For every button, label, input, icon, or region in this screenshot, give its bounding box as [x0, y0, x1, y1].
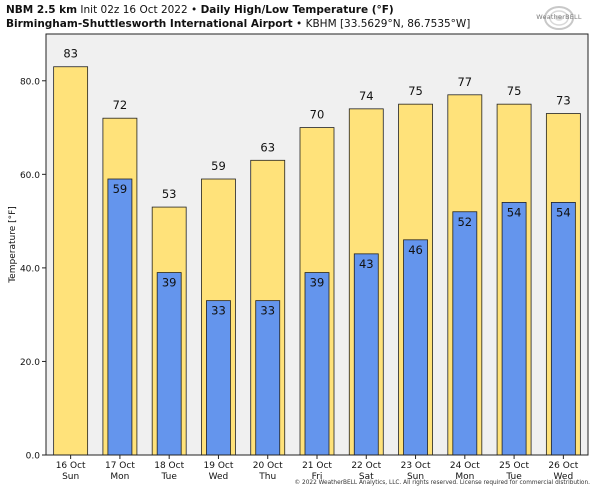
x-tick-label-date: 19 Oct: [204, 461, 234, 471]
x-tick-label-day: Fri: [312, 472, 323, 482]
init-time: Init 02z 16 Oct 2022: [80, 4, 188, 16]
header-line-1: NBM 2.5 km Init 02z 16 Oct 2022 • Daily …: [6, 4, 394, 16]
x-tick-label-day: Wed: [554, 472, 574, 482]
x-tick-label-day: Sun: [62, 472, 79, 482]
x-tick-label-date: 17 Oct: [105, 461, 135, 471]
low-temp-bar: [550, 201, 576, 456]
low-temp-bar: [156, 272, 182, 456]
weatherbell-logo: WeatherBELL: [528, 0, 590, 40]
model-name: NBM 2.5 km: [6, 4, 78, 16]
low-temp-label: 46: [408, 243, 423, 257]
high-temp-label: 63: [260, 140, 275, 154]
header-line-2: Birmingham-Shuttlesworth International A…: [6, 18, 470, 30]
high-temp-label: 77: [457, 75, 472, 89]
x-tick-label-date: 21 Oct: [302, 461, 332, 471]
high-temp-label: 53: [162, 187, 177, 201]
x-tick-label-date: 25 Oct: [499, 461, 529, 471]
header-bullet: •: [191, 4, 198, 16]
x-tick-label-date: 16 Oct: [56, 461, 86, 471]
low-temp-label: 33: [211, 304, 226, 318]
x-tick-label-day: Sat: [359, 472, 374, 482]
low-temp-bar: [501, 201, 527, 456]
high-temp-label: 70: [310, 108, 325, 122]
low-temp-bar: [206, 300, 231, 456]
y-tick-label: 20.0: [20, 358, 40, 368]
high-temp-label: 72: [113, 98, 128, 112]
low-temp-label: 54: [556, 205, 571, 219]
plot-frame: [45, 33, 589, 456]
y-axis-label: Temperature [°F]: [8, 206, 18, 284]
chart-title: Daily High/Low Temperature (°F): [200, 4, 394, 16]
low-temp-label: 54: [507, 205, 522, 219]
low-temp-bar: [255, 300, 281, 456]
x-tick-label-date: 26 Oct: [548, 461, 578, 471]
low-temp-bar: [403, 239, 428, 456]
high-temp-label: 75: [408, 84, 423, 98]
x-tick-label-day: Wed: [209, 472, 229, 482]
y-tick-label: 0.0: [26, 452, 41, 462]
y-tick-label: 40.0: [20, 264, 40, 274]
low-temp-bar: [353, 253, 379, 456]
high-temp-label: 83: [63, 47, 78, 61]
x-tick-label-day: Tue: [505, 472, 522, 482]
high-temp-label: 73: [556, 94, 571, 108]
y-tick-label: 60.0: [20, 171, 40, 181]
low-temp-label: 59: [113, 182, 128, 196]
x-tick-label-day: Thu: [258, 472, 276, 482]
high-temp-label: 75: [507, 84, 522, 98]
high-temp-label: 74: [359, 89, 374, 103]
low-temp-bar: [304, 272, 330, 456]
location-name: Birmingham-Shuttlesworth International A…: [6, 18, 293, 30]
header-bullet: •: [296, 18, 303, 30]
low-temp-bar: [107, 178, 133, 456]
x-tick-label-date: 23 Oct: [401, 461, 431, 471]
low-temp-label: 33: [260, 304, 275, 318]
y-tick-label: 80.0: [20, 77, 40, 87]
low-temp-label: 43: [359, 257, 374, 271]
copyright-notice: © 2022 WeatherBELL Analytics, LLC. All r…: [294, 480, 590, 486]
low-temp-label: 52: [457, 215, 472, 229]
high-temp-bar: [53, 66, 89, 456]
x-tick-label-date: 18 Oct: [154, 461, 184, 471]
x-tick-label-date: 22 Oct: [351, 461, 381, 471]
low-temp-label: 39: [162, 276, 177, 290]
logo-text: WeatherBELL: [536, 13, 582, 21]
x-tick-label-day: Sun: [407, 472, 424, 482]
high-temp-label: 59: [211, 159, 226, 173]
x-tick-label-day: Mon: [110, 472, 129, 482]
low-temp-bar: [452, 211, 478, 456]
low-temp-label: 39: [310, 276, 325, 290]
logo-swirl-icon: [544, 6, 574, 30]
x-tick-label-day: Mon: [455, 472, 474, 482]
x-tick-label-day: Tue: [160, 472, 177, 482]
x-tick-label-date: 24 Oct: [450, 461, 480, 471]
x-tick-label-date: 20 Oct: [253, 461, 283, 471]
location-detail: KBHM [33.5629°N, 86.7535°W]: [305, 18, 471, 30]
